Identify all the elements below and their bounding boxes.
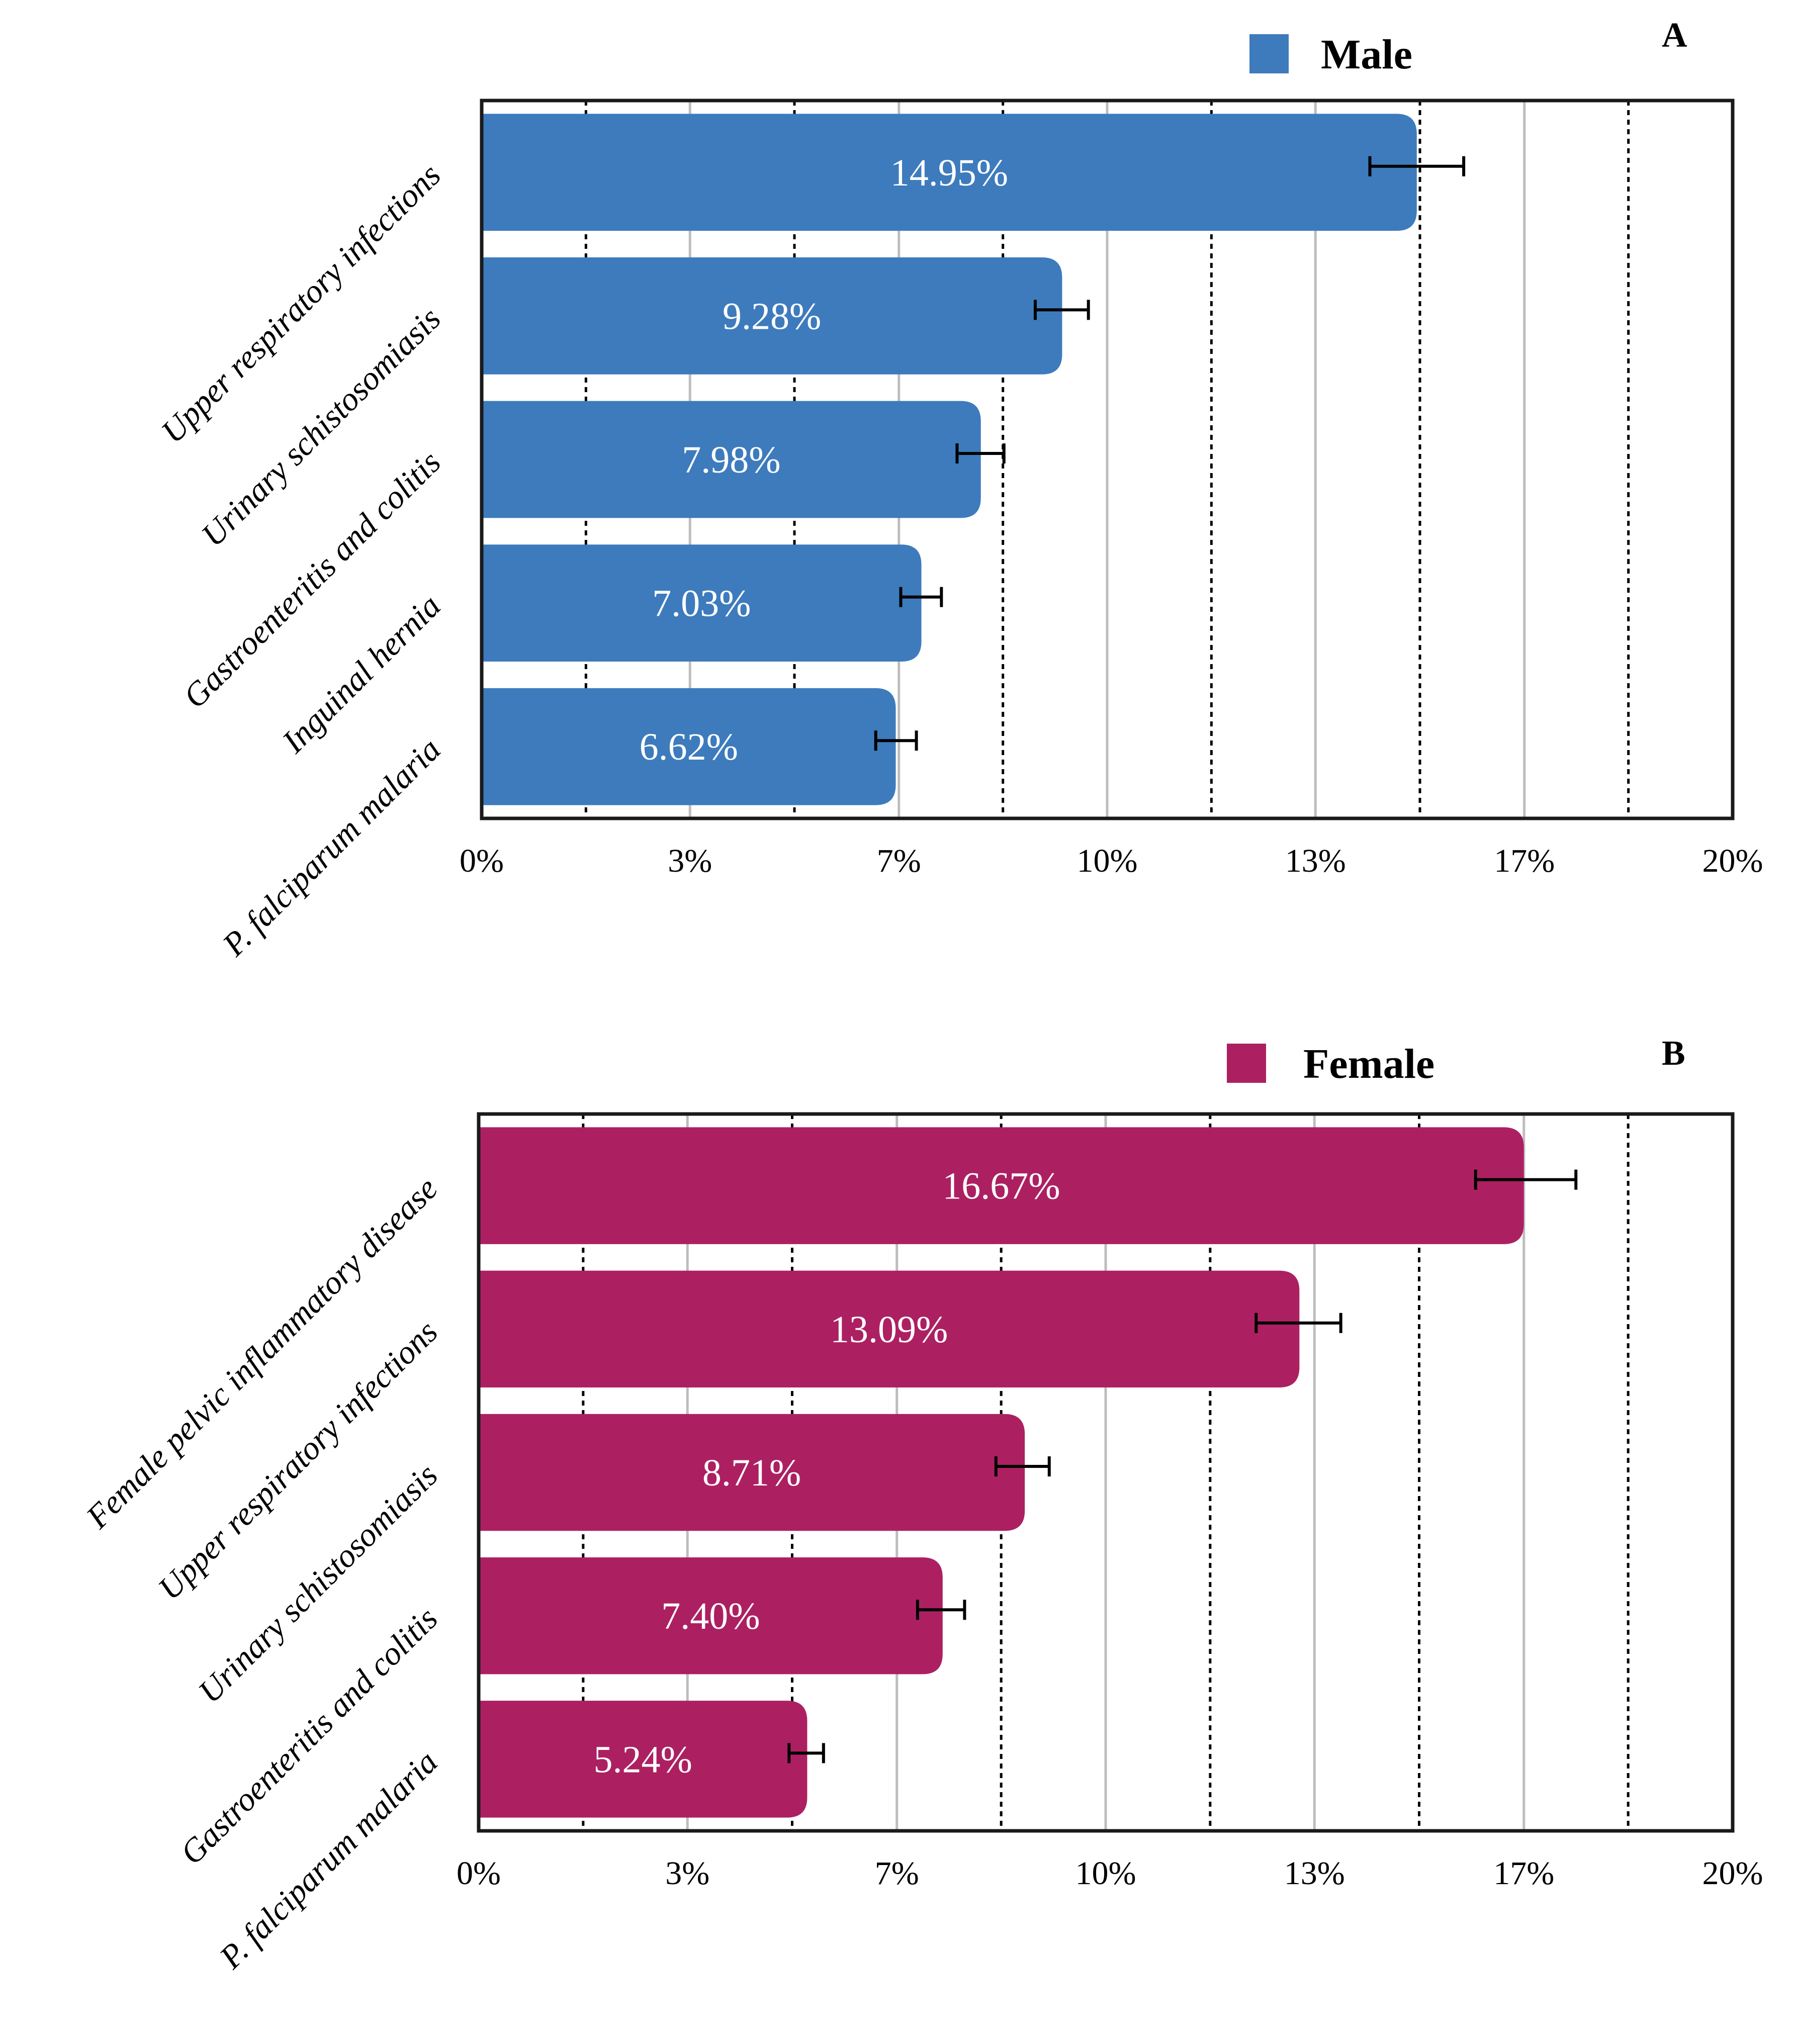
- plot-frame: [480, 99, 1735, 820]
- category-label: Urinary schistosomiasis: [195, 300, 448, 553]
- value-label: 9.28%: [723, 295, 821, 337]
- bar-urinary-schistosomiasis: [479, 1414, 1025, 1531]
- category-label: P. falciparum malaria: [215, 731, 447, 963]
- category-label: Upper respiratory infections: [151, 1314, 445, 1607]
- error-bar: [874, 730, 918, 751]
- bar-gastroenteritis-and-colitis: [479, 1557, 943, 1675]
- bar-p-falciparum-malaria: [482, 688, 896, 805]
- bar-female-pelvic-inflammatory-disease: [479, 1127, 1524, 1244]
- error-bar: [787, 1743, 825, 1763]
- category-label: Urinary schistosomiasis: [192, 1457, 445, 1710]
- error-bar: [1474, 1169, 1578, 1190]
- value-label: 7.03%: [652, 583, 751, 625]
- x-tick-label: 13%: [1285, 843, 1346, 879]
- panel-b-female: Female B16.67%Female pelvic inflammatory …: [79, 1034, 1763, 1976]
- x-tick-label: 10%: [1077, 843, 1138, 879]
- panel-a-male: Male A 14.95% Upper respiratory infections 9…: [154, 16, 1763, 964]
- bar-gastroenteritis-and-colitis: [482, 401, 981, 518]
- bar-urinary-schistosomiasis: [482, 257, 1062, 375]
- x-tick-label: 3%: [668, 843, 712, 879]
- panel-letter: A: [1662, 16, 1687, 55]
- error-bar: [1254, 1313, 1342, 1333]
- legend-swatch: [1249, 34, 1289, 73]
- value-label: 6.62%: [640, 726, 738, 768]
- bar-inguinal-hernia: [482, 544, 922, 662]
- category-label: Upper respiratory infections: [154, 157, 448, 450]
- x-tick-label: 10%: [1075, 1855, 1136, 1892]
- legend-label: Female: [1303, 1041, 1434, 1087]
- x-tick-label: 7%: [875, 1855, 919, 1892]
- x-tick-label: 20%: [1702, 1855, 1763, 1892]
- x-tick-label: 3%: [665, 1855, 709, 1892]
- plot-frame: [477, 1112, 1735, 1833]
- panel-letter: B: [1662, 1034, 1685, 1073]
- category-label: Gastroenteritis and colitis: [176, 444, 448, 715]
- legend-label: Male: [1321, 31, 1412, 78]
- error-bar: [994, 1456, 1051, 1476]
- x-tick-label: 0%: [460, 843, 504, 879]
- value-label: 7.40%: [661, 1595, 760, 1637]
- value-label: 5.24%: [594, 1738, 692, 1781]
- value-label: 13.09%: [830, 1309, 948, 1351]
- category-label: Gastroenteritis and colitis: [173, 1600, 445, 1872]
- value-label: 7.98%: [682, 439, 780, 481]
- error-bar: [1033, 300, 1090, 320]
- error-bar: [916, 1600, 966, 1620]
- bar-p-falciparum-malaria: [479, 1701, 808, 1818]
- value-label: 14.95%: [890, 152, 1008, 194]
- legend-swatch: [1227, 1044, 1266, 1083]
- x-tick-label: 17%: [1494, 843, 1555, 879]
- error-bar: [955, 443, 1006, 463]
- error-bar: [1368, 156, 1466, 176]
- x-tick-label: 17%: [1493, 1855, 1554, 1892]
- bar-upper-respiratory-infections: [479, 1270, 1300, 1388]
- error-bar: [899, 587, 943, 607]
- value-label: 8.71%: [702, 1452, 801, 1494]
- x-tick-label: 7%: [877, 843, 921, 879]
- x-tick-label: 13%: [1284, 1855, 1345, 1892]
- value-label: 16.67%: [942, 1165, 1060, 1207]
- bar-upper-respiratory-infections: [482, 114, 1417, 231]
- x-tick-label: 20%: [1702, 843, 1763, 879]
- x-tick-label: 0%: [457, 1855, 501, 1892]
